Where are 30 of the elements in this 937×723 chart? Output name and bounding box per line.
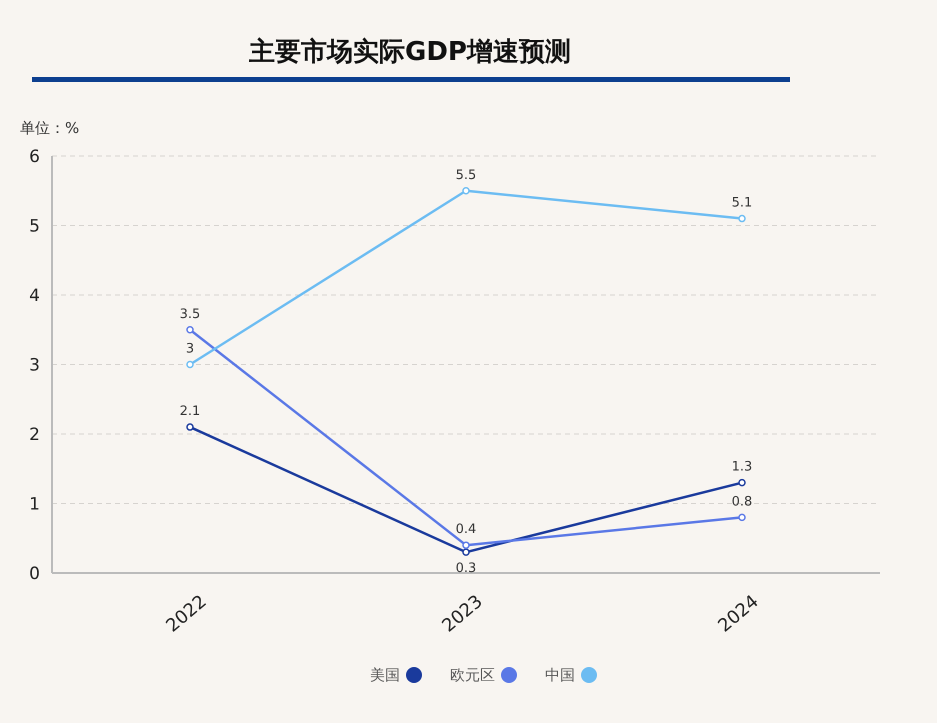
data-label: 2.1	[180, 404, 200, 420]
y-tick-label: 4	[29, 286, 40, 306]
data-label: 0.8	[732, 494, 752, 510]
point	[462, 548, 470, 556]
data-label: 5.5	[456, 168, 476, 183]
y-tick-label: 2	[29, 425, 40, 445]
point	[738, 214, 746, 222]
chart-title: 主要市场实际GDP增速预测	[248, 37, 571, 67]
legend-label: 美国	[370, 666, 400, 684]
y-axis-title: 单位：%	[20, 119, 80, 137]
legend-label: 欧元区	[450, 666, 495, 684]
data-label: 3	[186, 342, 194, 356]
data-label: 1.3	[732, 460, 752, 475]
point	[462, 187, 470, 194]
data-label: 0.4	[456, 522, 476, 538]
y-tick-label: 5	[29, 216, 40, 236]
point	[462, 541, 470, 549]
y-tick-label: 1	[29, 494, 40, 514]
point	[186, 360, 194, 368]
point	[186, 326, 194, 334]
legend-label: 中国	[545, 666, 575, 684]
y-tick-label: 0	[29, 564, 40, 584]
data-label: 5.1	[732, 196, 752, 211]
data-label: 3.5	[180, 306, 200, 322]
point	[738, 478, 746, 486]
y-tick-label: 3	[29, 356, 40, 376]
y-tick-label: 6	[29, 147, 40, 167]
point	[186, 423, 194, 431]
point	[738, 514, 746, 522]
data-label: 0.3	[456, 561, 476, 576]
